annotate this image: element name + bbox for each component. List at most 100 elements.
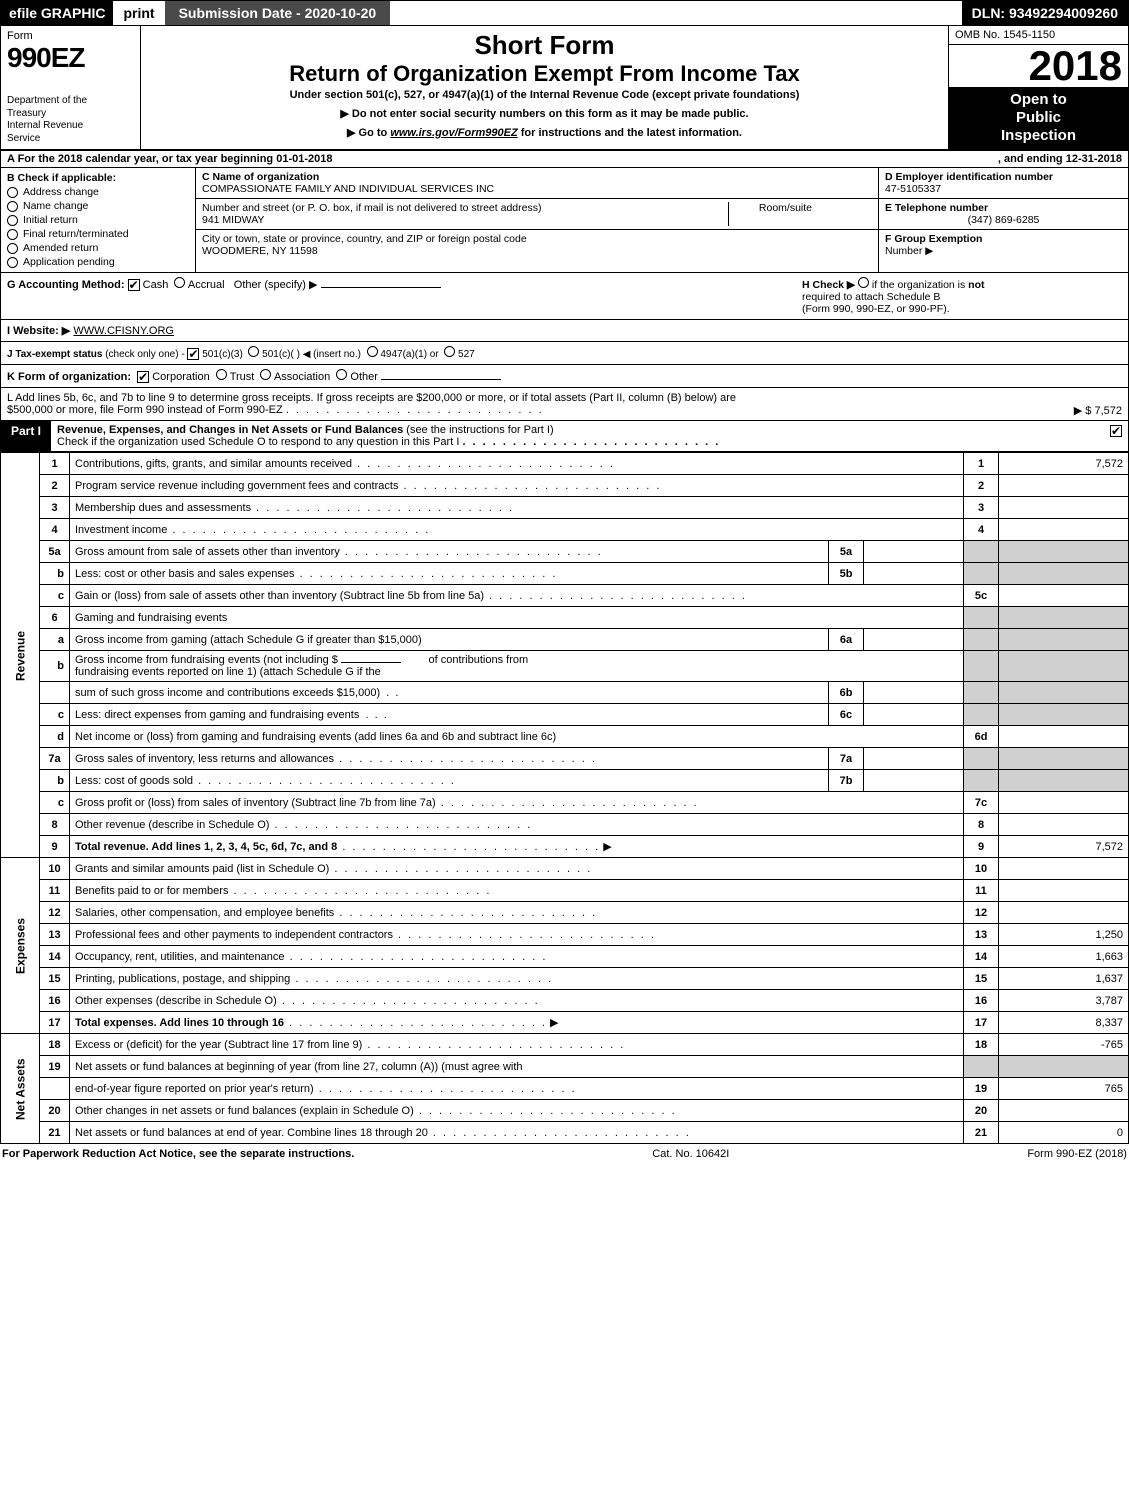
v4	[999, 519, 1129, 541]
d2: Program service revenue including govern…	[75, 480, 398, 492]
l-amount: ▶ $ 7,572	[1074, 404, 1122, 417]
d11: Benefits paid to or for members	[75, 885, 228, 897]
d13: Professional fees and other payments to …	[75, 929, 393, 941]
grey	[964, 1056, 999, 1078]
dots	[277, 995, 540, 1007]
chk-name-change[interactable]: Name change	[7, 200, 189, 212]
chk-label: Address change	[23, 186, 99, 198]
linea-end: 12-31-2018	[1066, 153, 1122, 165]
k-corp-check[interactable]	[137, 371, 149, 383]
d15: Printing, publications, postage, and shi…	[75, 973, 290, 985]
chk-address-change[interactable]: Address change	[7, 186, 189, 198]
b19: 19	[964, 1078, 999, 1100]
circle-icon	[7, 243, 18, 254]
part1-tag: Part I	[1, 421, 51, 451]
k-trust-radio[interactable]	[216, 369, 227, 380]
section-bcd: B Check if applicable: Address change Na…	[0, 168, 1129, 273]
chk-initial-return[interactable]: Initial return	[7, 214, 189, 226]
tel-label: E Telephone number	[885, 202, 988, 214]
b8: 8	[964, 814, 999, 836]
grey	[964, 770, 999, 792]
h-radio[interactable]	[858, 277, 869, 288]
sb6a: 6a	[829, 629, 864, 651]
grey	[964, 629, 999, 651]
department-label: Department of the Treasury Internal Reve…	[7, 95, 134, 145]
dln-label: DLN: 93492294009260	[962, 1, 1128, 25]
n7a: 7a	[40, 748, 70, 770]
d6b-blank[interactable]	[341, 662, 401, 663]
h-t1: if the organization is	[872, 279, 968, 291]
j-527-radio[interactable]	[444, 346, 455, 357]
website-link[interactable]: WWW.CFISNY.ORG	[73, 325, 174, 337]
chk-amended-return[interactable]: Amended return	[7, 242, 189, 254]
chk-application-pending[interactable]: Application pending	[7, 256, 189, 268]
part1-checkbox[interactable]	[1110, 425, 1122, 437]
d5b: Less: cost or other basis and sales expe…	[75, 568, 295, 580]
sv5a	[864, 541, 964, 563]
d7c: Gross profit or (loss) from sales of inv…	[75, 797, 436, 809]
tel-val: (347) 869-6285	[885, 214, 1122, 226]
v9: 7,572	[999, 836, 1129, 858]
chk-label: Final return/terminated	[23, 228, 129, 240]
sb5b: 5b	[829, 563, 864, 585]
header-left: Form 990EZ Department of the Treasury In…	[1, 26, 141, 149]
v17: 8,337	[999, 1012, 1129, 1034]
b1: 1	[964, 453, 999, 475]
v15: 1,637	[999, 968, 1129, 990]
j-501c3-check[interactable]	[187, 348, 199, 360]
dots	[340, 546, 603, 558]
n6a: a	[40, 629, 70, 651]
v18: -765	[999, 1034, 1129, 1056]
g-cash: Cash	[143, 279, 169, 291]
b17: 17	[964, 1012, 999, 1034]
d7a: Gross sales of inventory, less returns a…	[75, 753, 334, 765]
n5a: 5a	[40, 541, 70, 563]
irs-link[interactable]: www.irs.gov/Form990EZ	[390, 127, 517, 139]
k-o4: Other	[350, 371, 378, 383]
circle-icon	[7, 215, 18, 226]
dots	[167, 524, 430, 536]
circle-icon	[7, 229, 18, 240]
v13: 1,250	[999, 924, 1129, 946]
grey	[999, 541, 1129, 563]
d3: Membership dues and assessments	[75, 502, 251, 514]
print-button[interactable]: print	[113, 1, 164, 25]
b9: 9	[964, 836, 999, 858]
dots	[314, 1083, 577, 1095]
d20: Other changes in net assets or fund bala…	[75, 1105, 414, 1117]
goto-note: ▶ Go to www.irs.gov/Form990EZ for instru…	[347, 126, 742, 139]
d6d: Net income or (loss) from gaming and fun…	[75, 731, 556, 743]
dept-line3: Internal Revenue	[7, 120, 83, 131]
sv6b	[864, 682, 964, 704]
cash-checkbox[interactable]	[128, 279, 140, 291]
g-other-blank[interactable]	[321, 287, 441, 288]
n18: 18	[40, 1034, 70, 1056]
part1-header-row: Part I Revenue, Expenses, and Changes in…	[0, 421, 1129, 452]
grp-label: F Group Exemption	[885, 233, 982, 245]
k-label: K Form of organization:	[7, 371, 131, 383]
d6a: Gross income from gaming (attach Schedul…	[75, 634, 422, 646]
j-501c-radio[interactable]	[248, 346, 259, 357]
v2	[999, 475, 1129, 497]
dots	[414, 1105, 677, 1117]
k-other-blank[interactable]	[381, 379, 501, 380]
n6d: d	[40, 726, 70, 748]
j-4947-radio[interactable]	[367, 346, 378, 357]
k-assoc-radio[interactable]	[260, 369, 271, 380]
room-label: Room/suite	[728, 202, 872, 226]
grey	[999, 682, 1129, 704]
g-other: Other (specify) ▶	[234, 279, 318, 291]
accrual-radio[interactable]	[174, 277, 185, 288]
j-note: (check only one) -	[105, 349, 184, 360]
header-mid: Short Form Return of Organization Exempt…	[141, 26, 948, 149]
chk-final-return[interactable]: Final return/terminated	[7, 228, 189, 240]
grey	[999, 748, 1129, 770]
line-j: J Tax-exempt status (check only one) - 5…	[0, 342, 1129, 365]
d14: Occupancy, rent, utilities, and maintena…	[75, 951, 285, 963]
grey	[964, 748, 999, 770]
d10: Grants and similar amounts paid (list in…	[75, 863, 329, 875]
n10: 10	[40, 858, 70, 880]
k-other-radio[interactable]	[336, 369, 347, 380]
d16: Other expenses (describe in Schedule O)	[75, 995, 277, 1007]
goto-pre: ▶ Go to	[347, 127, 390, 139]
